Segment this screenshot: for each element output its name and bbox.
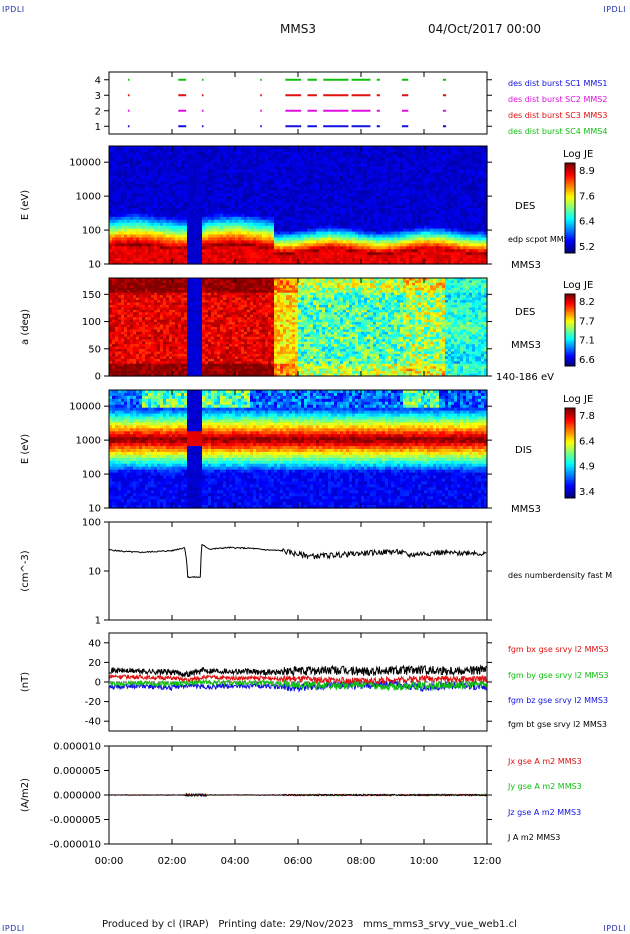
burst-legend-label: des dist burst SC2 MMS2: [508, 95, 607, 104]
burst-segment: [178, 110, 186, 112]
burst-segment: [128, 110, 130, 112]
burst-segment: [352, 79, 371, 81]
burst-legend-label: des dist burst SC3 MMS3: [508, 111, 607, 120]
burst-segment: [352, 125, 371, 127]
burst-segment: [128, 79, 130, 81]
burst-segment: [402, 79, 408, 81]
burst-segment: [285, 125, 301, 127]
burst-segment: [323, 79, 348, 81]
burst-segment: [260, 94, 262, 96]
burst-segment: [323, 125, 348, 127]
burst-segment: [202, 125, 204, 127]
burst-ytick-label: 3: [95, 91, 101, 102]
burst-segment: [377, 94, 380, 96]
burst-segment: [178, 94, 186, 96]
burst-segment: [307, 94, 316, 96]
burst-segment: [443, 94, 446, 96]
burst-segment: [352, 110, 371, 112]
burst-segment: [323, 94, 348, 96]
burst-segment: [260, 110, 262, 112]
des-energy-heatmap-cells: [109, 146, 488, 265]
burst-segment: [178, 79, 186, 81]
burst-segment: [352, 94, 371, 96]
burst-segment: [285, 110, 301, 112]
burst-ytick-label: 2: [95, 106, 101, 117]
burst-segment: [377, 79, 380, 81]
burst-segment: [307, 110, 316, 112]
burst-segment: [307, 125, 316, 127]
burst-segment: [443, 79, 446, 81]
burst-segment: [260, 125, 262, 127]
burst-segment: [402, 110, 408, 112]
burst-segment: [285, 94, 301, 96]
burst-segment: [377, 110, 380, 112]
burst-segment: [178, 125, 186, 127]
burst-segment: [128, 94, 130, 96]
burst-segment: [377, 125, 380, 127]
burst-segment: [202, 94, 204, 96]
burst-ytick-label: 4: [95, 75, 101, 86]
burst-panel-frame: [109, 72, 487, 134]
burst-segment: [128, 125, 130, 127]
burst-segment: [202, 110, 204, 112]
burst-ytick-label: 1: [95, 122, 101, 133]
burst-segment: [323, 110, 348, 112]
burst-segment: [202, 79, 204, 81]
burst-segment: [307, 79, 316, 81]
burst-segment: [443, 110, 446, 112]
burst-segment: [285, 79, 301, 81]
burst-segment: [260, 79, 262, 81]
burst-segment: [402, 125, 408, 127]
burst-legend-label: des dist burst SC1 MMS1: [508, 79, 607, 88]
burst-segment: [443, 125, 446, 127]
burst-segment: [402, 94, 408, 96]
burst-legend-label: des dist burst SC4 MMS4: [508, 127, 607, 136]
